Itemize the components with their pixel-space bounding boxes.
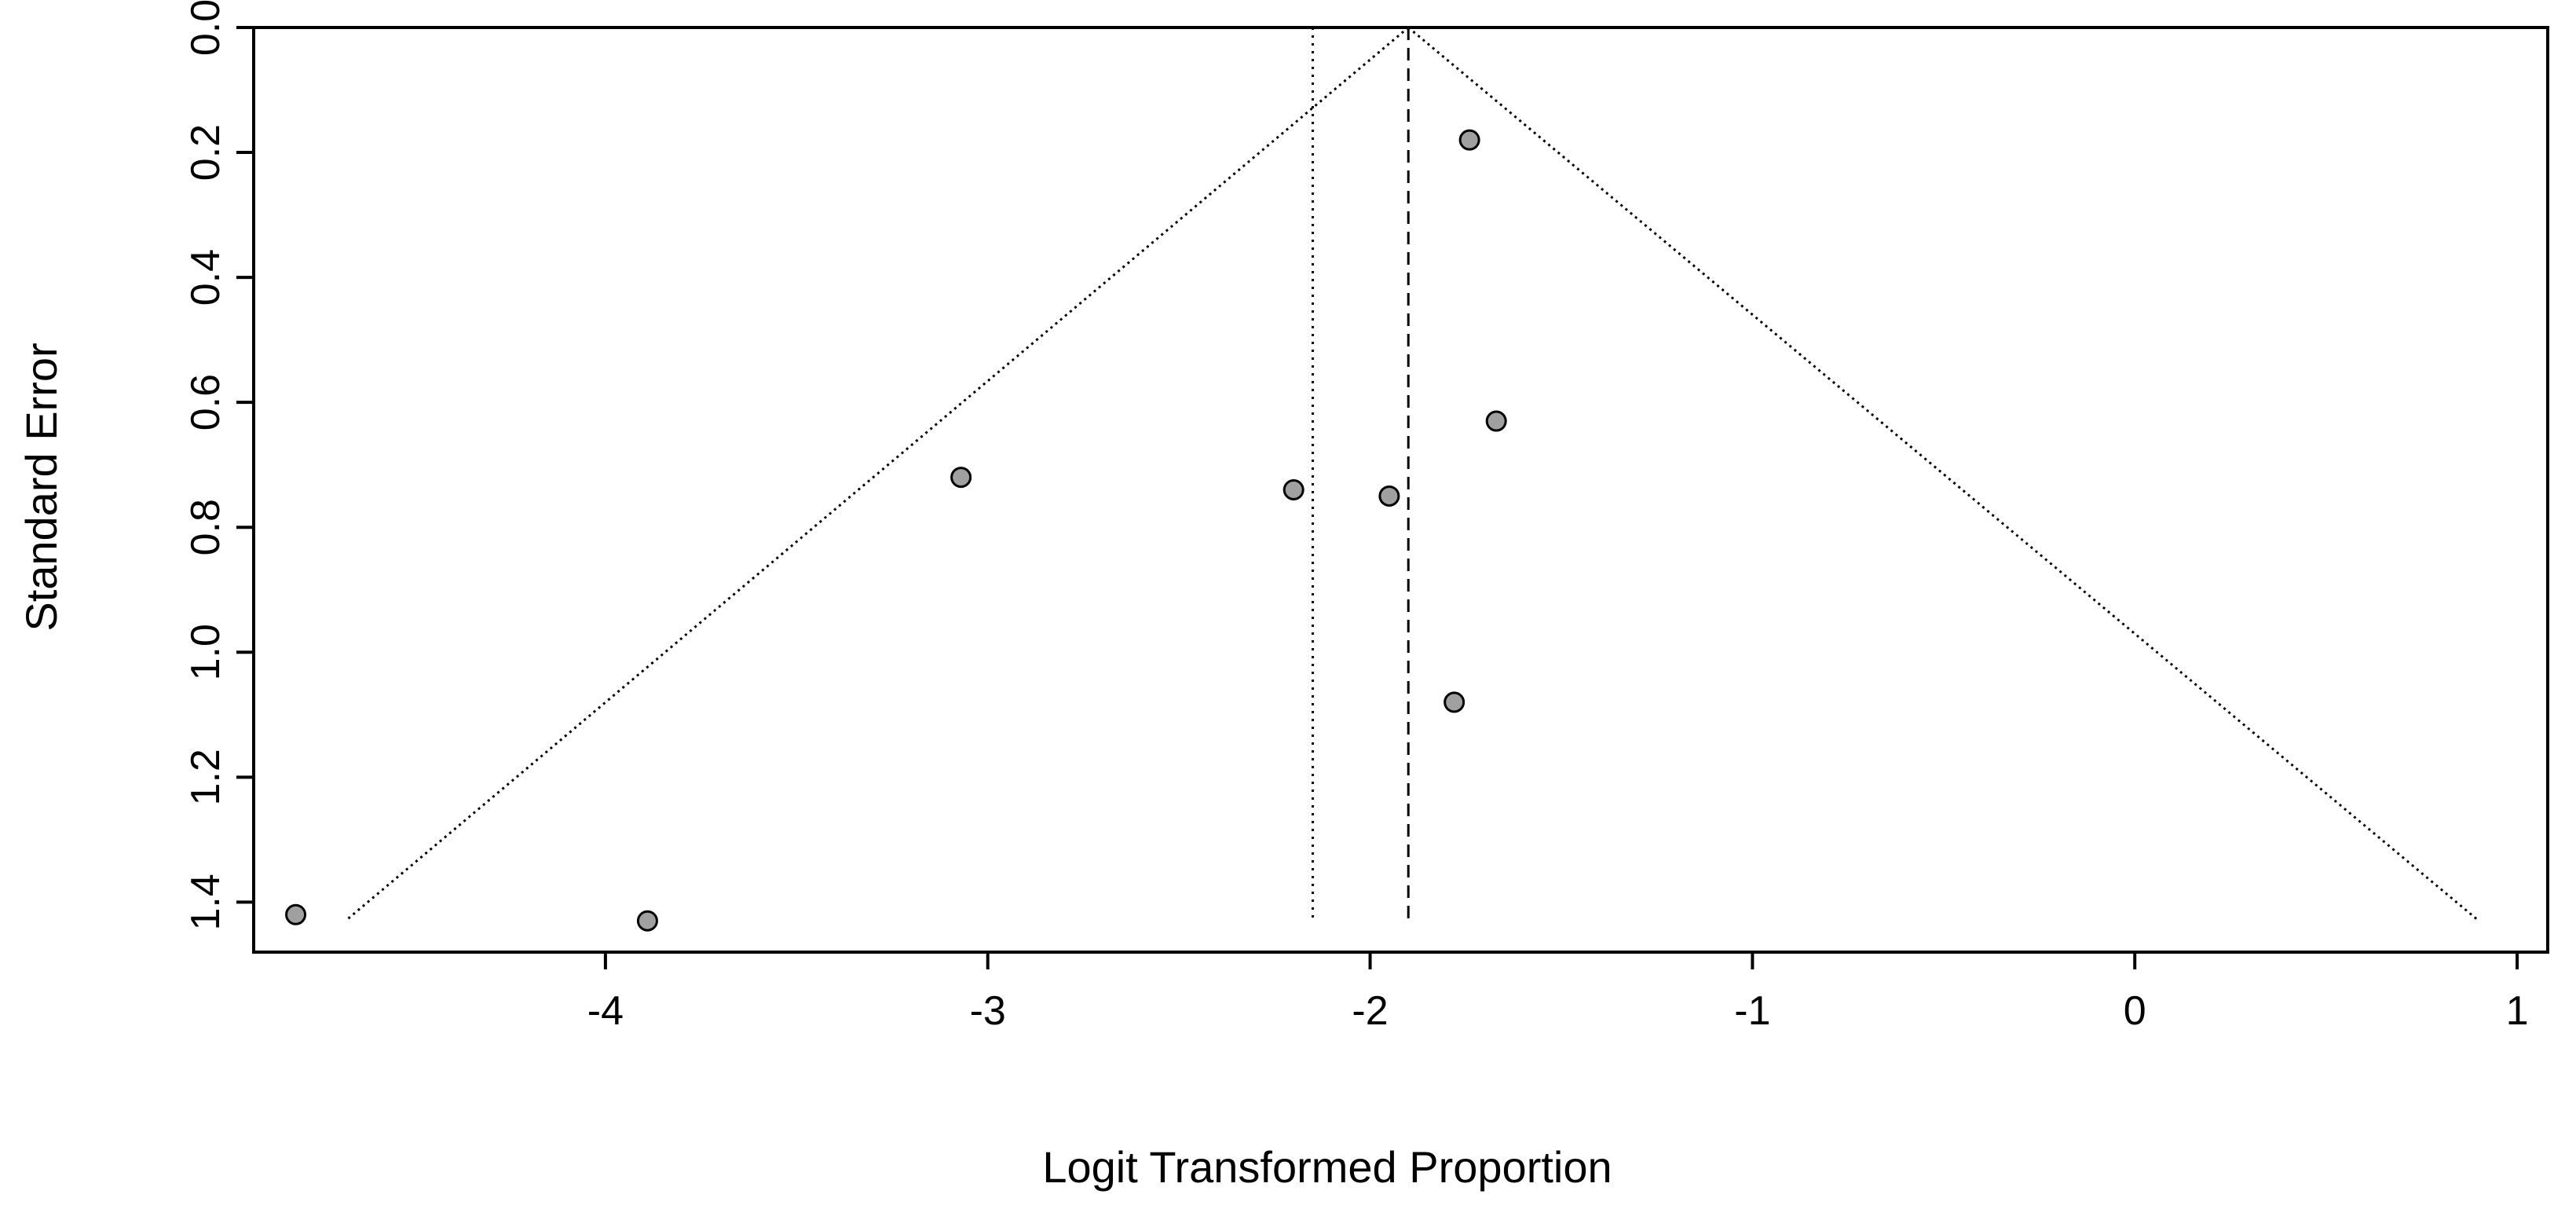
x-axis: -4 -3 -2 -1 0 1 bbox=[587, 952, 2529, 1034]
data-point bbox=[1283, 479, 1304, 500]
y-tick-label: 0.2 bbox=[183, 124, 229, 181]
x-tick-label: -4 bbox=[587, 988, 624, 1034]
x-tick-label: 1 bbox=[2506, 988, 2529, 1034]
y-tick-label: 0.8 bbox=[183, 499, 229, 555]
y-tick-label: 0.0 bbox=[183, 0, 229, 56]
y-tick-label: 0.6 bbox=[183, 374, 229, 430]
funnel-left-line bbox=[344, 26, 1410, 922]
y-tick-label: 1.2 bbox=[183, 749, 229, 805]
data-points bbox=[285, 129, 1507, 932]
y-tick-label: 1.0 bbox=[183, 624, 229, 680]
y-tick-label: 0.4 bbox=[183, 249, 229, 306]
y-tick-label: 1.4 bbox=[183, 874, 229, 930]
data-point bbox=[1485, 410, 1507, 432]
x-tick-label: -2 bbox=[1352, 988, 1388, 1034]
data-point bbox=[636, 910, 658, 932]
data-point bbox=[1444, 691, 1465, 713]
funnel-lines bbox=[344, 26, 2480, 922]
data-point bbox=[950, 467, 972, 489]
plot-frame bbox=[252, 26, 2549, 954]
x-tick-label: 0 bbox=[2124, 988, 2146, 1034]
x-axis-title: Logit Transformed Proportion bbox=[1042, 1142, 1612, 1192]
reference-lines bbox=[1312, 27, 1410, 921]
y-axis: 0.0 0.2 0.4 0.6 0.8 1.0 1.2 1.4 bbox=[183, 0, 254, 931]
data-point bbox=[285, 903, 307, 925]
x-tick-label: -3 bbox=[970, 988, 1006, 1034]
data-point bbox=[1378, 485, 1400, 507]
funnel-right-line bbox=[1407, 26, 2480, 922]
y-axis-title: Standard Error bbox=[16, 343, 66, 631]
x-tick-label: -1 bbox=[1734, 988, 1770, 1034]
data-point bbox=[1458, 129, 1480, 151]
